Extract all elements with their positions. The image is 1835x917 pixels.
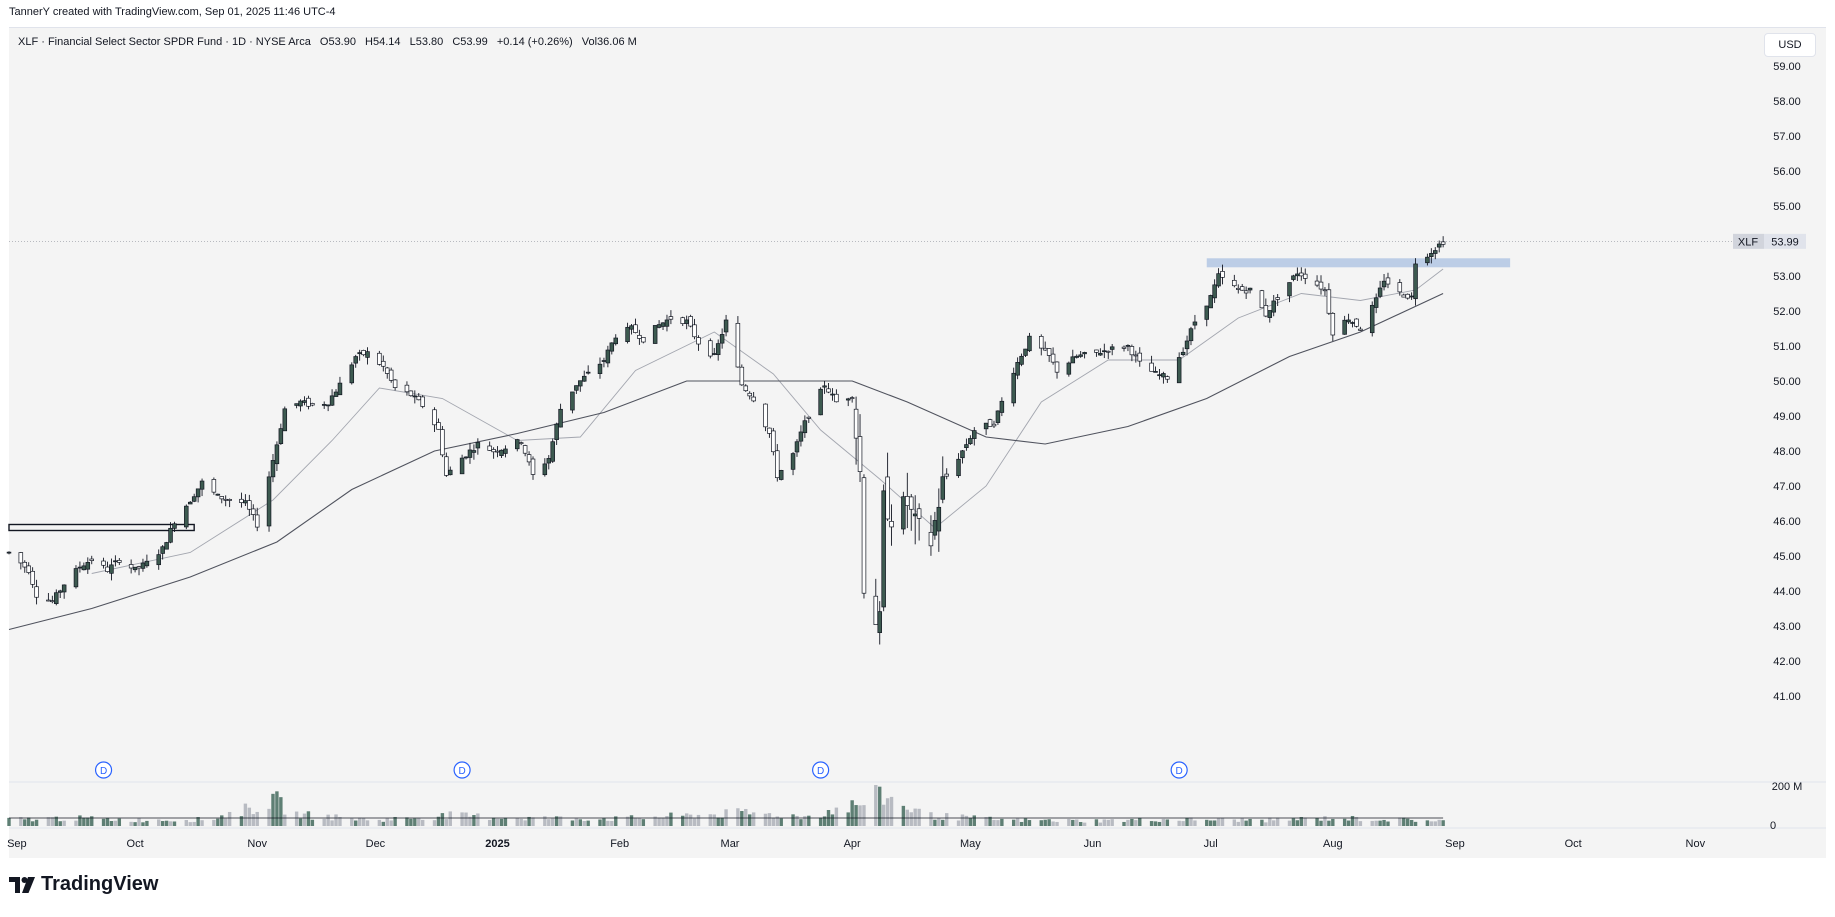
chart-area[interactable] — [9, 27, 1826, 858]
legend-close: C53.99 — [452, 36, 488, 48]
tradingview-brand[interactable]: TradingView — [9, 873, 158, 896]
legend-symbol[interactable]: XLF · Financial Select Sector SPDR Fund … — [18, 36, 311, 48]
brand-name: TradingView — [41, 873, 159, 895]
symbol-legend: XLF · Financial Select Sector SPDR Fund … — [18, 36, 643, 48]
tradingview-logo-icon — [9, 876, 35, 893]
legend-volume: Vol36.06 M — [581, 36, 637, 48]
legend-open: O53.90 — [319, 36, 356, 48]
legend-change: +0.14 (+0.26%) — [496, 36, 573, 48]
legend-high: H54.14 — [365, 36, 401, 48]
currency-button[interactable]: USD — [1764, 33, 1816, 57]
legend-low: L53.80 — [409, 36, 444, 48]
attribution-text: TannerY created with TradingView.com, Se… — [9, 6, 336, 18]
